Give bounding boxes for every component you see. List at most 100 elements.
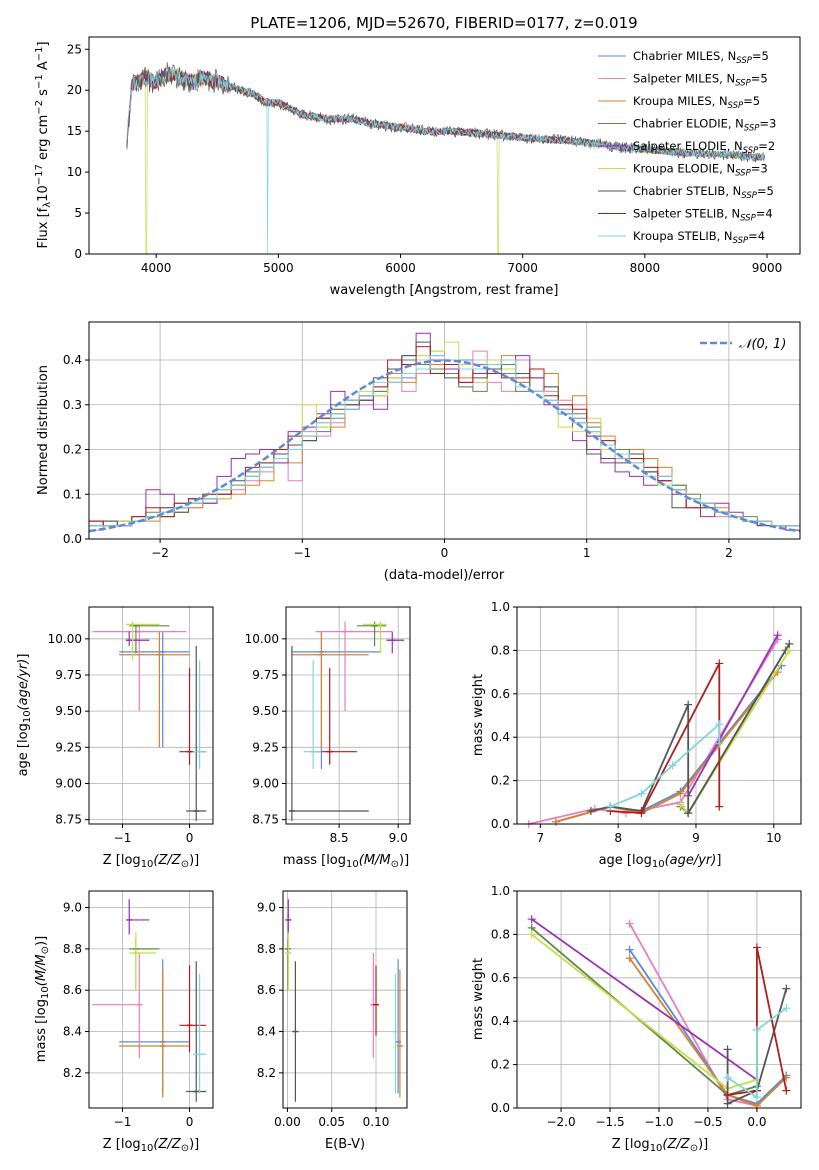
y-tick-label: 8.8 [63, 942, 82, 956]
y-tick-label: 0.6 [491, 971, 510, 985]
y-tick-label: 0.0 [491, 1101, 510, 1115]
residual-hist-krou_stelib [89, 355, 800, 527]
weight-line-krou_miles [628, 957, 787, 1107]
weight-marker-salp_elodie [773, 631, 782, 640]
x-tick-label: 0.05 [318, 1115, 345, 1129]
y-tick-label: 15 [67, 124, 82, 138]
age-vs-metallicity-frame [88, 606, 214, 825]
weight-marker-salp_stelib [715, 659, 724, 668]
weight-vs-age-panel: 7 8 9 10 0.0 0.2 0.4 0.6 0.8 1.0 age [log10(age/y… [471, 600, 802, 870]
y-tick-label: 8.6 [63, 983, 82, 997]
legend-label-salp_miles: Salpeter MILES, NSSP=5 [633, 72, 768, 89]
extinction-xlabel: E(B-V) [325, 1137, 365, 1152]
x-tick-label: 6000 [385, 261, 416, 275]
spectrum-ylabel: Flux [fλ10−17 erg cm−2 s−1 A−1] [34, 41, 53, 248]
y-tick-label: 0.3 [63, 398, 82, 412]
y-tick-label: 9.50 [252, 704, 279, 718]
weight-marker-chab_stelib [782, 984, 791, 993]
spectrum-xlabel: wavelength [Angstrom, rest frame] [330, 283, 559, 298]
y-tick-label: 1.0 [491, 884, 510, 898]
residual-legend: 𝒩(0, 1) [700, 337, 786, 352]
x-tick-label: 7000 [507, 261, 538, 275]
age-vs-metallicity-panel: −1 0 8.75 9.00 9.25 9.50 9.75 10.00 Z [log10(Z/… [16, 606, 214, 870]
x-tick-label: −1.0 [644, 1115, 673, 1129]
y-tick-label: 5 [74, 206, 82, 220]
spectrum-panel: PLATE=1206, MJD=52670, FIBERID=0177, z=0… [34, 14, 801, 298]
weight-marker-chab_stelib [684, 809, 693, 818]
mass-vs-metallicity-xlabel: Z [log10(Z/Z⊙)] [103, 1137, 199, 1154]
weight-vs-metallicity-xlabel: Z [log10(Z/Z⊙)] [612, 1137, 708, 1154]
weight-line-krou_stelib [727, 1007, 787, 1099]
y-tick-label: 8.2 [257, 1066, 276, 1080]
spectrum-title: PLATE=1206, MJD=52670, FIBERID=0177, z=0… [250, 14, 637, 32]
y-tick-label: 10.00 [245, 632, 279, 646]
weight-marker-krou_stelib [715, 720, 724, 729]
weight-marker-salp_stelib [752, 943, 761, 952]
weight-marker-krou_stelib [637, 789, 646, 798]
weight-marker-salp_stelib [723, 1090, 732, 1099]
legend-label-krou_miles: Kroupa MILES, NSSP=5 [633, 94, 760, 111]
y-tick-label: 0.2 [63, 443, 82, 457]
weight-marker-krou_stelib [715, 739, 724, 748]
y-tick-label: 8.2 [63, 1066, 82, 1080]
legend-label-salp_elodie: Salpeter ELODIE, NSSP=2 [633, 139, 775, 156]
x-tick-label: 2 [725, 546, 733, 560]
weight-line-salp_elodie [687, 634, 779, 797]
x-tick-label: 10 [766, 831, 781, 845]
x-tick-label: −1 [293, 546, 311, 560]
legend-label-krou_elodie: Kroupa ELODIE, NSSP=3 [633, 162, 768, 179]
x-tick-label: 5000 [263, 261, 294, 275]
y-tick-label: 8.75 [252, 813, 279, 827]
y-tick-label: 9.50 [55, 704, 82, 718]
age-ylabel: age [log10(age/yr)] [16, 654, 33, 777]
y-tick-label: 10 [67, 165, 82, 179]
mass-vs-metallicity-frame [88, 890, 214, 1109]
weight-vs-age-ylabel: mass weight [471, 674, 486, 756]
x-tick-label: 0 [186, 1115, 194, 1129]
weight-vs-metallicity-ylabel: mass weight [471, 958, 486, 1040]
y-tick-label: 10.00 [48, 632, 82, 646]
y-tick-label: 1.0 [491, 600, 510, 614]
residual-panel: −2 −1 0 1 2 0.0 0.1 0.2 0.3 0.4 (data-model)/erro… [36, 321, 801, 583]
x-tick-label: 1 [583, 546, 591, 560]
weight-line-chab_elodie [531, 927, 758, 1097]
x-tick-label: 8 [614, 831, 622, 845]
x-tick-label: 9.0 [389, 831, 408, 845]
y-tick-label: 25 [67, 42, 82, 56]
x-tick-label: −0.5 [693, 1115, 722, 1129]
weight-marker-krou_miles [676, 789, 685, 798]
x-tick-label: 0.00 [274, 1115, 301, 1129]
y-tick-label: 9.0 [63, 901, 82, 915]
residual-ylabel: Normed distribution [36, 365, 51, 495]
residual-xlabel: (data-model)/error [384, 568, 505, 583]
y-tick-label: 0.4 [491, 730, 510, 744]
weight-marker-krou_stelib [752, 1025, 761, 1034]
x-tick-label: −1.5 [595, 1115, 624, 1129]
y-tick-label: 8.8 [257, 942, 276, 956]
x-tick-label: 4000 [141, 261, 172, 275]
legend-label-chab_miles: Chabrier MILES, NSSP=5 [633, 49, 769, 66]
x-tick-label: 8000 [630, 261, 661, 275]
weight-vs-age-xlabel: age [log10(age/yr)] [599, 853, 722, 870]
x-tick-label: 8.5 [330, 831, 349, 845]
y-tick-label: 0.4 [491, 1014, 510, 1028]
x-tick-label: 9000 [752, 261, 783, 275]
weight-marker-krou_stelib [606, 802, 615, 811]
y-tick-label: 8.4 [63, 1025, 82, 1039]
spectrum-legend: Chabrier MILES, NSSP=5 Salpeter MILES, NS… [598, 49, 776, 246]
y-tick-label: 0.8 [491, 927, 510, 941]
y-tick-label: 0.0 [491, 817, 510, 831]
mass-vs-metallicity-panel: −1 0 8.2 8.4 8.6 8.8 9.0 Z [log10(Z/Z⊙)] mass … [34, 890, 214, 1154]
weight-marker-salp_stelib [637, 809, 646, 818]
spectrum-axes-frame [88, 36, 801, 255]
y-tick-label: 0 [74, 247, 82, 261]
weight-line-chab_stelib [590, 643, 791, 817]
weight-marker-krou_stelib [752, 1093, 761, 1102]
x-tick-label: −2 [151, 546, 169, 560]
mass-vs-extinction-frame [282, 890, 408, 1109]
x-tick-label: 7 [537, 831, 545, 845]
x-tick-label: 9 [692, 831, 700, 845]
weight-marker-krou_stelib [668, 761, 677, 770]
weight-marker-salp_stelib [715, 802, 724, 811]
